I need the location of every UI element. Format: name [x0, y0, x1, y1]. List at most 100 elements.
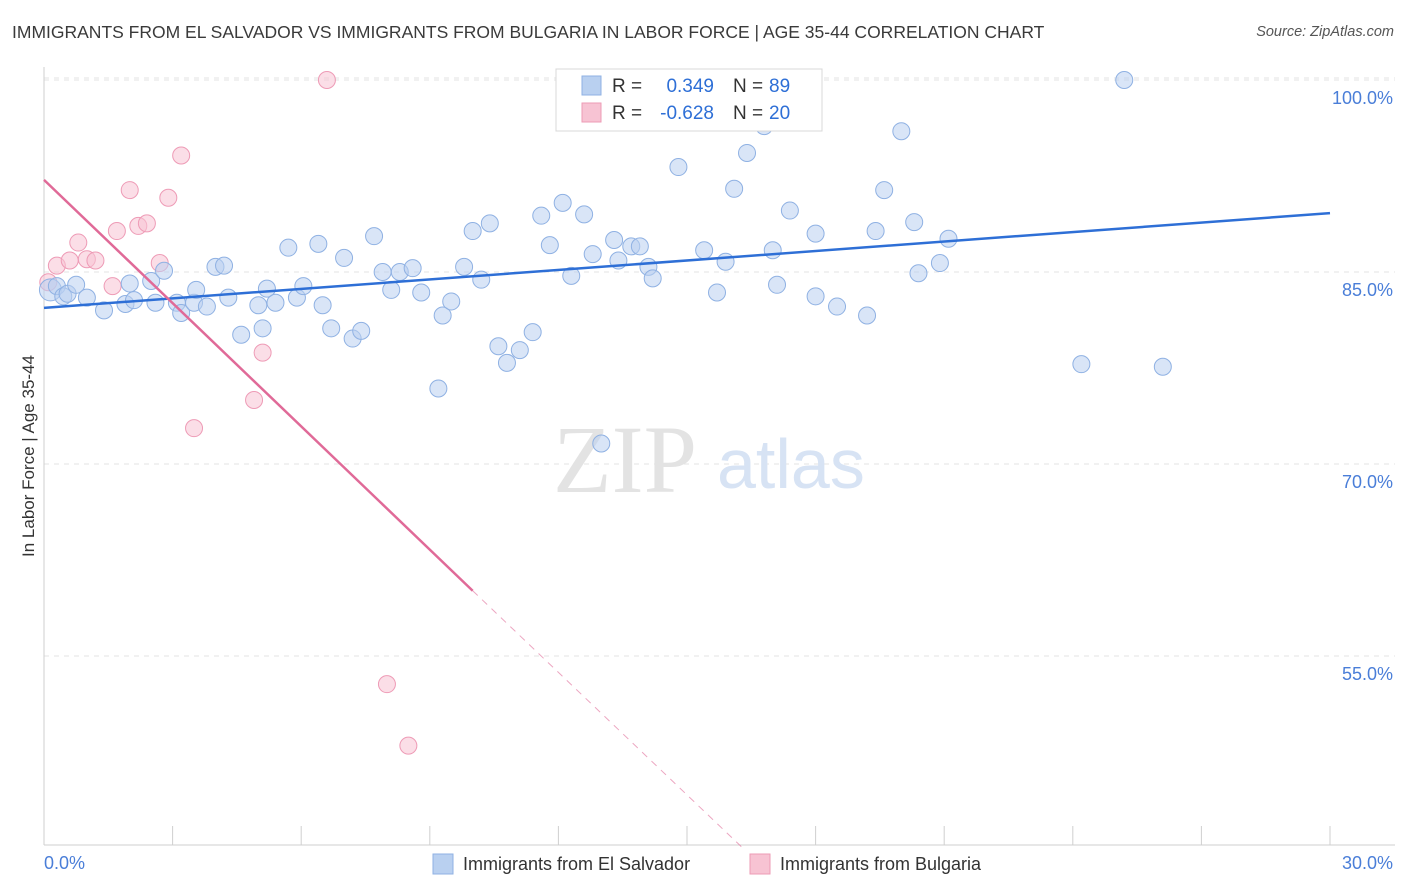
el-salvador-trendline [43, 211, 1331, 310]
bulgaria-point [137, 214, 156, 233]
el-salvador-points [38, 71, 1172, 453]
el-salvador-point [1115, 71, 1134, 89]
stats-legend: R = 0.349 N = 89 R = -0.628 N = 20 [555, 68, 823, 132]
el-salvador-point [583, 245, 602, 264]
el-salvador-point [643, 269, 662, 288]
bulgaria-point [245, 391, 264, 409]
el-salvador-point [489, 337, 508, 356]
el-salvador-point [858, 306, 877, 325]
el-salvador-point [738, 143, 757, 162]
el-salvador-point [669, 158, 688, 177]
el-salvador-point [540, 236, 559, 255]
el-salvador-point [532, 206, 551, 225]
el-salvador-point [146, 293, 165, 312]
legend-n-value-2: 20 [769, 103, 790, 124]
el-salvador-point [695, 241, 714, 260]
el-salvador-point [429, 379, 448, 398]
el-salvador-point [575, 205, 594, 224]
el-salvador-point [313, 296, 332, 315]
bulgaria-point [159, 188, 178, 207]
watermark-zip: ZIP [553, 406, 697, 513]
bulgaria-point [172, 146, 191, 165]
watermark: ZIP atlas [553, 406, 865, 513]
legend-n-value-1: 89 [769, 76, 790, 97]
series-legend-label-bulgaria: Immigrants from Bulgaria [780, 854, 982, 874]
legend-r-label-1: R = [612, 76, 642, 97]
bulgaria-point [253, 343, 272, 362]
chart-title: IMMIGRANTS FROM EL SALVADOR VS IMMIGRANT… [12, 22, 1045, 42]
el-salvador-point [232, 325, 251, 344]
bulgaria-point [69, 233, 88, 252]
el-salvador-point [249, 296, 268, 315]
bulgaria-point [107, 222, 126, 241]
el-salvador-point [1072, 355, 1091, 374]
bulgaria-point [103, 277, 122, 296]
el-salvador-point [592, 434, 611, 453]
el-salvador-point [725, 179, 744, 198]
el-salvador-point [373, 263, 392, 281]
el-salvador-point [930, 254, 949, 273]
el-salvador-point [352, 321, 371, 340]
watermark-atlas: atlas [717, 425, 865, 503]
el-salvador-point [875, 181, 894, 200]
gridlines [44, 77, 1395, 657]
x-tick-marks [43, 826, 1331, 845]
el-salvador-point [866, 222, 885, 241]
el-salvador-point [939, 229, 958, 248]
bulgaria-trendline-extension [472, 590, 744, 849]
series-legend: Immigrants from El Salvador Immigrants f… [432, 853, 982, 875]
el-salvador-point [309, 234, 328, 253]
bulgaria-trendline [43, 178, 474, 592]
bulgaria-point [120, 181, 139, 200]
el-salvador-point [365, 227, 384, 246]
el-salvador-point [1153, 357, 1172, 376]
el-salvador-point [806, 287, 825, 306]
el-salvador-point [463, 222, 482, 241]
el-salvador-point [266, 293, 285, 312]
bulgaria-point [377, 675, 396, 694]
el-salvador-point [708, 283, 727, 302]
el-salvador-point [187, 280, 206, 299]
bulgaria-point [86, 251, 105, 270]
legend-r-value-2: -0.628 [660, 103, 714, 124]
y-tick-label: 55.0% [1342, 664, 1393, 684]
el-salvador-point [120, 274, 139, 293]
el-salvador-point [480, 214, 499, 233]
el-salvador-point [892, 122, 911, 141]
el-salvador-point [763, 241, 782, 260]
el-salvador-point [322, 319, 341, 338]
el-salvador-point [909, 264, 928, 283]
x-tick-label-min: 0.0% [44, 853, 85, 873]
el-salvador-point [716, 252, 735, 271]
x-tick-labels: 0.0% 30.0% [44, 853, 1393, 873]
y-tick-labels: 100.0% 85.0% 70.0% 55.0% [1332, 88, 1393, 684]
bulgaria-point [399, 736, 418, 755]
axes [43, 67, 1395, 846]
el-salvador-point [553, 193, 572, 212]
bulgaria-point [60, 251, 79, 270]
el-salvador-point [472, 270, 491, 289]
series-legend-label-el-salvador: Immigrants from El Salvador [463, 854, 690, 874]
legend-swatch-blue [581, 75, 602, 96]
el-salvador-point [412, 283, 431, 302]
el-salvador-point [605, 231, 624, 249]
el-salvador-point [67, 275, 86, 294]
el-salvador-point [215, 256, 234, 275]
series-legend-swatch-el-salvador [432, 853, 454, 875]
el-salvador-point [95, 301, 114, 320]
y-axis-label: In Labor Force | Age 35-44 [19, 355, 38, 557]
bulgaria-point [185, 419, 204, 438]
bulgaria-points [39, 71, 418, 755]
el-salvador-point [335, 248, 354, 267]
el-salvador-point [806, 224, 825, 243]
el-salvador-point [828, 297, 847, 316]
x-tick-label-max: 30.0% [1342, 853, 1393, 873]
el-salvador-point [197, 297, 216, 316]
el-salvador-point [294, 277, 313, 296]
el-salvador-point [219, 288, 238, 307]
el-salvador-point [77, 288, 96, 307]
el-salvador-point [510, 341, 529, 360]
el-salvador-point [905, 213, 924, 232]
legend-swatch-pink [581, 102, 602, 123]
